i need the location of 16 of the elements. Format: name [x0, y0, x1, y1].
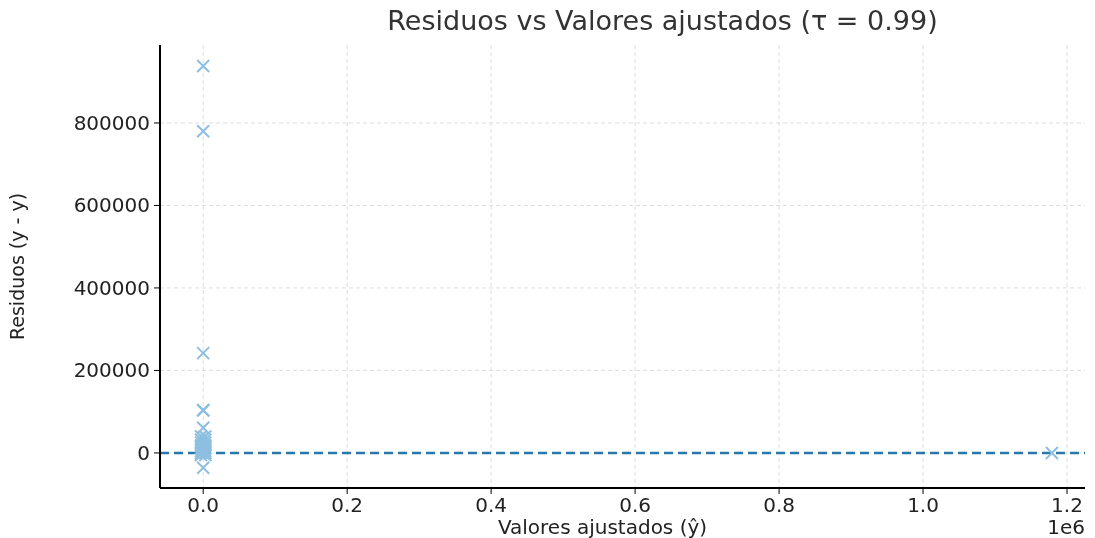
- x-axis-title: Valores ajustados (ŷ): [497, 515, 708, 538]
- x-tick-label: 0.0: [187, 493, 220, 517]
- x-tick-label: 0.8: [763, 493, 795, 517]
- y-tick-label: 400000: [73, 275, 150, 300]
- text: 1e6: [1047, 515, 1085, 538]
- y-tick-label: 800000: [73, 110, 150, 135]
- y-axis-title: Residuos (y - y): [6, 192, 28, 341]
- x-tick-label: 0.4: [475, 493, 508, 517]
- x-tick-label: 0.6: [619, 493, 651, 517]
- x-tick-label: 0.2: [331, 493, 364, 517]
- y-tick-label: 0: [137, 440, 150, 465]
- y-tick-label: 200000: [73, 358, 150, 383]
- y-tick-label: 600000: [73, 193, 150, 218]
- chart-title: Residuos vs Valores ajustados (τ = 0.99): [387, 5, 938, 36]
- x-tick-label: 1.2: [1051, 493, 1083, 517]
- x-tick-label: 1.0: [907, 493, 939, 517]
